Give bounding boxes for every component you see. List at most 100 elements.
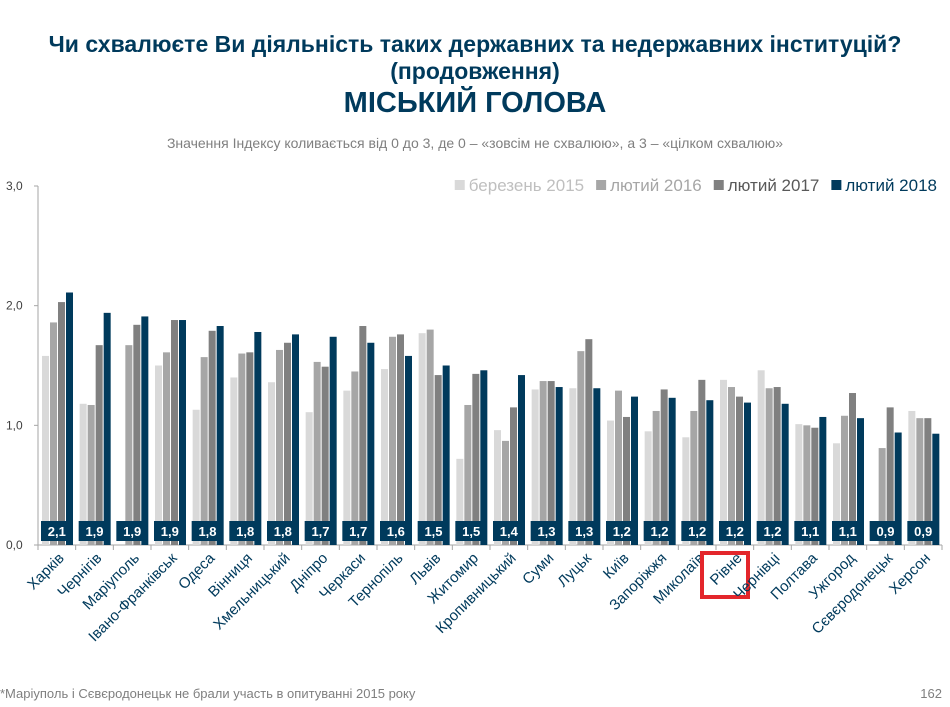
bar: [230, 377, 238, 545]
legend-swatch: [454, 180, 465, 190]
bar: [397, 334, 404, 545]
value-label-box: [455, 521, 487, 541]
bar: [607, 420, 614, 545]
x-tick-label: Луцьк: [554, 550, 595, 591]
value-label-box: [342, 521, 374, 541]
data-label: 1,2: [763, 524, 781, 539]
bar: [442, 365, 450, 545]
bar: [698, 379, 706, 545]
bar: [660, 389, 668, 545]
bar: [329, 336, 337, 545]
bar: [208, 330, 216, 545]
value-label-box: [380, 521, 412, 541]
bar: [125, 345, 133, 545]
y-tick-label: 3,0: [6, 179, 23, 193]
value-label-box: [41, 521, 73, 541]
bar: [819, 416, 827, 545]
bar: [765, 388, 773, 545]
bar: [200, 357, 208, 545]
x-tick-label: Суми: [519, 550, 557, 588]
bar: [878, 448, 886, 545]
bar: [757, 370, 765, 545]
value-label-box: [756, 521, 789, 541]
bar: [133, 324, 141, 545]
bar: [736, 396, 743, 545]
value-label-box: [417, 521, 450, 541]
data-label: 1,3: [537, 524, 555, 539]
bar: [246, 352, 254, 545]
bar: [292, 334, 299, 545]
bar: [857, 418, 864, 545]
data-label: 1,9: [161, 524, 179, 539]
data-label: 1,2: [613, 524, 631, 539]
bar: [908, 410, 916, 545]
value-label-box: [606, 521, 638, 541]
chart-title: МІСЬКИЙ ГОЛОВА: [343, 87, 607, 119]
bar: [50, 322, 57, 545]
value-label-box: [304, 521, 337, 541]
bar: [343, 390, 351, 545]
bar: [728, 387, 735, 545]
bar: [367, 342, 375, 545]
page-number: 162: [920, 686, 942, 701]
bar: [932, 433, 940, 545]
data-label: 2,1: [48, 524, 66, 539]
data-label: 0,9: [914, 524, 932, 539]
y-tick-label: 0,0: [6, 538, 23, 552]
data-label: 1,5: [462, 524, 480, 539]
legend-swatch: [831, 180, 842, 190]
data-label: 1,2: [650, 524, 668, 539]
bar: [781, 403, 789, 545]
footnote: *Маріуполь і Сєвєродонецьк не брали учас…: [0, 686, 416, 701]
bar: [58, 302, 65, 545]
bar: [254, 331, 262, 545]
title-line-2: (продовження): [390, 58, 560, 84]
bar: [916, 418, 924, 545]
value-label-box: [493, 521, 525, 541]
value-label-box: [568, 521, 600, 541]
bar: [464, 404, 472, 545]
bar: [531, 389, 539, 545]
data-label: 1,9: [85, 524, 103, 539]
value-label-box: [832, 521, 864, 541]
bar: [886, 407, 894, 545]
bar: [623, 416, 630, 545]
y-tick-label: 2,0: [6, 299, 23, 313]
bar: [434, 375, 442, 545]
bar: [284, 342, 291, 545]
data-label: 1,2: [726, 524, 744, 539]
data-label: 1,8: [274, 524, 292, 539]
bar: [103, 312, 111, 545]
bar: [268, 382, 275, 545]
data-label: 1,2: [688, 524, 706, 539]
bar: [690, 410, 698, 545]
bar: [803, 425, 811, 545]
data-label: 1,1: [801, 524, 819, 539]
bar: [744, 402, 751, 545]
bar: [87, 404, 95, 545]
bar: [811, 427, 819, 545]
value-label-box: [681, 521, 713, 541]
x-tick-label: Херсон: [886, 550, 934, 598]
title-line-1: Чи схвалюєте Ви діяльність таких державн…: [48, 31, 902, 57]
bar: [652, 410, 660, 545]
bar: [163, 352, 170, 545]
bar: [706, 400, 714, 545]
bar: [795, 424, 803, 545]
bar: [555, 387, 563, 545]
bar: [539, 381, 547, 545]
bar: [833, 443, 840, 545]
bar: [510, 407, 517, 545]
data-label: 1,7: [349, 524, 367, 539]
bar: [95, 345, 103, 545]
value-label-box: [719, 521, 751, 541]
bar: [480, 370, 488, 545]
bar: [494, 430, 501, 545]
data-label: 1,1: [839, 524, 857, 539]
y-tick-label: 1,0: [6, 418, 23, 432]
bar: [631, 396, 638, 545]
bar: [321, 366, 329, 545]
data-label: 1,5: [424, 524, 442, 539]
bar: [66, 292, 73, 545]
bar: [547, 381, 555, 545]
